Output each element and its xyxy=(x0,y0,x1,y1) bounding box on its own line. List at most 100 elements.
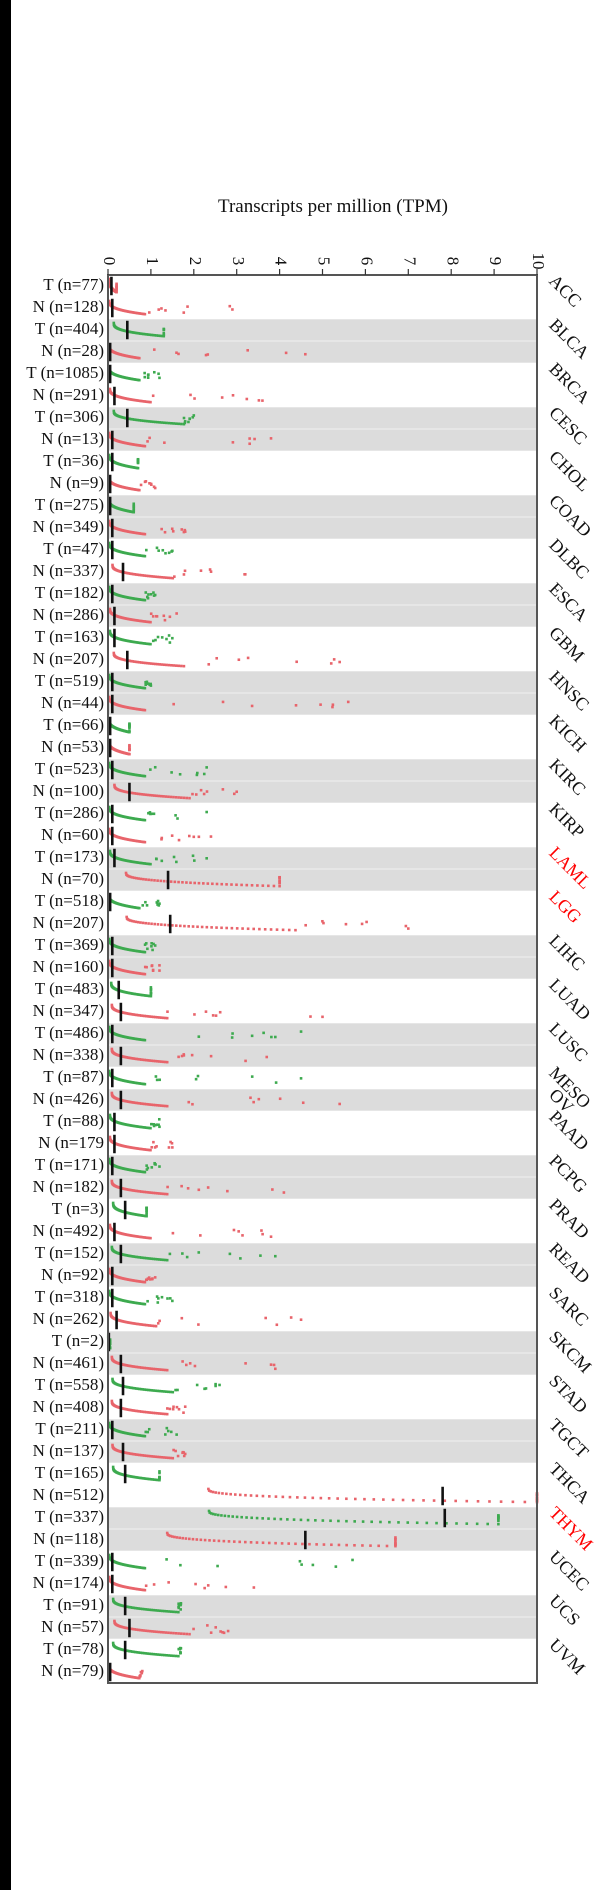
data-point xyxy=(126,1649,130,1653)
data-point xyxy=(161,1016,165,1020)
data-point xyxy=(113,1619,116,1623)
data-point xyxy=(257,1097,261,1101)
data-point xyxy=(253,437,256,441)
data-point xyxy=(194,1077,198,1081)
data-point xyxy=(161,1368,165,1372)
data-point xyxy=(146,1015,150,1018)
data-point xyxy=(432,1499,436,1502)
data-point xyxy=(164,1433,167,1436)
data-point xyxy=(151,1324,155,1328)
data-point xyxy=(136,466,140,470)
data-point xyxy=(162,879,166,883)
data-point xyxy=(250,883,254,887)
data-point xyxy=(115,282,118,286)
data-point xyxy=(110,1245,114,1249)
data-point xyxy=(160,1295,164,1299)
data-point xyxy=(179,1602,183,1605)
data-point xyxy=(169,1140,172,1144)
data-point xyxy=(334,1565,338,1568)
data-point xyxy=(225,926,228,930)
data-point xyxy=(148,793,152,797)
data-point xyxy=(179,1608,182,1611)
data-point xyxy=(130,1409,134,1412)
data-point xyxy=(162,1390,166,1393)
data-point xyxy=(138,1102,142,1105)
cancer-label-luad: LUAD xyxy=(545,975,594,1024)
data-point xyxy=(143,818,147,822)
data-point xyxy=(124,571,128,575)
data-point xyxy=(238,1540,242,1544)
data-point xyxy=(241,927,244,930)
data-point xyxy=(363,1497,366,1501)
data-point xyxy=(142,554,145,558)
data-point xyxy=(108,1113,112,1117)
data-point xyxy=(146,376,150,380)
data-point xyxy=(220,1514,223,1517)
data-point xyxy=(172,795,175,799)
data-point xyxy=(148,1454,152,1458)
data-point xyxy=(197,835,201,839)
data-point xyxy=(244,1540,247,1544)
data-point xyxy=(144,1608,148,1611)
x-tick-label: 2 xyxy=(186,257,205,266)
data-point xyxy=(136,461,140,464)
data-point xyxy=(111,1443,114,1447)
data-point xyxy=(129,1254,133,1258)
data-point xyxy=(174,814,177,817)
data-point xyxy=(128,1364,131,1368)
data-point xyxy=(415,1521,419,1525)
data-point xyxy=(129,1012,133,1016)
data-point xyxy=(154,857,158,861)
data-point xyxy=(132,1650,136,1654)
data-point xyxy=(143,400,146,403)
x-axis-title: Transcripts per million (TPM) xyxy=(218,196,448,217)
data-point xyxy=(202,792,206,796)
data-point xyxy=(160,421,164,424)
data-point xyxy=(143,1236,146,1239)
cancer-label-lusc: LUSC xyxy=(545,1019,592,1066)
data-point xyxy=(151,1478,155,1481)
data-point xyxy=(146,947,149,951)
data-point xyxy=(264,1316,267,1320)
data-point xyxy=(156,1322,160,1325)
data-point xyxy=(160,334,164,338)
data-point xyxy=(138,1190,142,1193)
data-point xyxy=(304,352,307,356)
data-point xyxy=(206,1186,210,1189)
cancer-label-stad: STAD xyxy=(545,1371,591,1417)
row-label: T (n=36) xyxy=(43,451,104,470)
data-point xyxy=(145,994,148,997)
data-point xyxy=(108,1135,112,1139)
chart-panel: Transcripts per million (TPM) 0 1 2 3 4 5 6 7 8 9… xyxy=(11,0,610,1890)
data-point xyxy=(130,1189,134,1192)
data-point xyxy=(132,1606,136,1610)
data-point xyxy=(122,1626,126,1629)
data-point xyxy=(311,1563,315,1567)
data-point xyxy=(182,311,186,314)
data-point xyxy=(143,1434,147,1438)
data-point xyxy=(174,1449,177,1453)
data-point xyxy=(476,1499,480,1503)
data-point xyxy=(511,1500,515,1504)
data-point xyxy=(136,1235,140,1238)
data-point xyxy=(128,1056,131,1060)
data-point xyxy=(132,920,136,923)
data-point xyxy=(144,900,147,904)
data-point xyxy=(154,1103,157,1107)
data-point xyxy=(187,925,190,928)
data-point xyxy=(140,1323,144,1326)
data-point xyxy=(275,1323,279,1327)
data-point xyxy=(158,334,162,338)
data-point xyxy=(144,620,148,623)
data-point xyxy=(250,1516,254,1520)
row-label: N (n=286) xyxy=(33,605,104,624)
data-point xyxy=(166,1429,170,1433)
data-point xyxy=(147,420,151,423)
data-point xyxy=(221,1630,224,1634)
data-point xyxy=(124,790,127,794)
data-point xyxy=(143,1280,147,1284)
data-point xyxy=(177,1632,180,1635)
data-point xyxy=(155,1123,159,1126)
data-point xyxy=(163,1412,167,1416)
row-label: T (n=77) xyxy=(43,275,104,294)
